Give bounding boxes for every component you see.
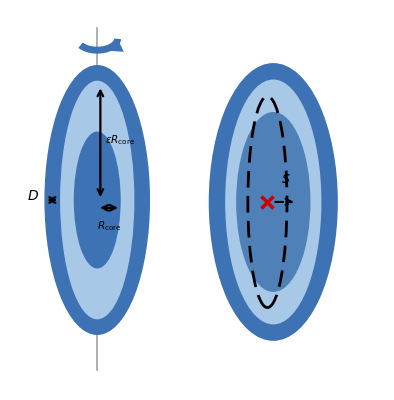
Text: $\varepsilon R_{\rm core}$: $\varepsilon R_{\rm core}$ [105, 134, 136, 147]
Text: $D$: $D$ [27, 189, 39, 203]
Ellipse shape [236, 112, 310, 292]
Ellipse shape [45, 65, 150, 335]
Ellipse shape [74, 132, 121, 268]
Ellipse shape [60, 81, 134, 319]
Text: $R_{\rm core}$: $R_{\rm core}$ [97, 220, 121, 233]
Ellipse shape [209, 63, 338, 341]
Polygon shape [110, 39, 124, 52]
Ellipse shape [225, 80, 322, 324]
Text: $s$: $s$ [281, 171, 290, 186]
